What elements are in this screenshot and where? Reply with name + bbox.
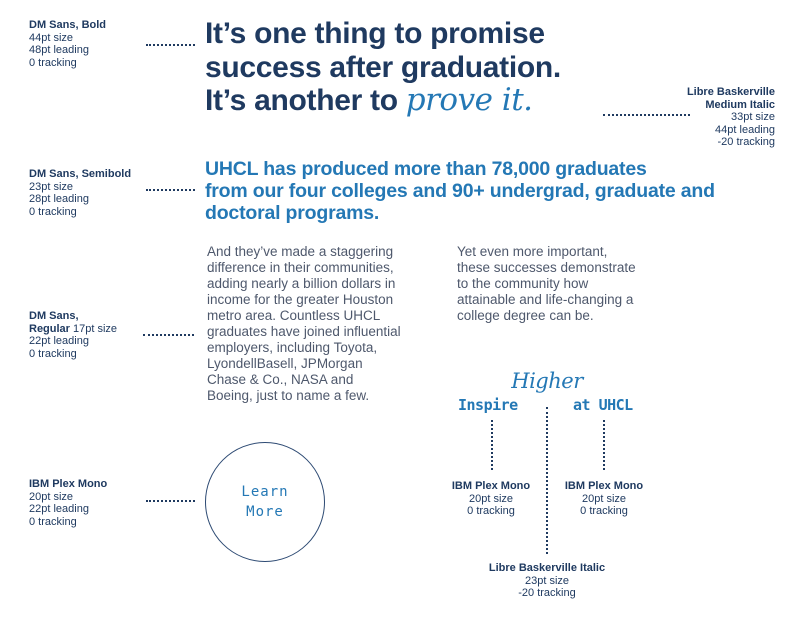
learn-more-label-line-1: Learn	[241, 484, 289, 500]
spec-size: 17pt size	[69, 322, 118, 335]
learn-more-button[interactable]: Learn More	[205, 442, 325, 562]
spec-label-subhead-font: DM Sans, Semibold 23pt size 28pt leading…	[29, 168, 131, 218]
spec-size: 23pt size	[524, 574, 570, 587]
spec-leading: 48pt leading	[29, 44, 89, 56]
spec-leading: 22pt leading	[29, 503, 89, 515]
dotted-connector-subhead	[146, 189, 195, 191]
spec-leading: 28pt leading	[29, 193, 89, 205]
spec-size: 20pt size	[581, 492, 627, 505]
body-line: these successes demonstrate	[457, 260, 636, 275]
subhead: UHCL has produced more than 78,000 gradu…	[205, 158, 715, 224]
dotted-connector-higher	[546, 407, 548, 554]
spec-size: 23pt size	[29, 180, 74, 193]
spec-tracking: 0 tracking	[580, 505, 628, 517]
body-line: difference in their communities,	[207, 260, 394, 275]
spec-size: 20pt size	[29, 490, 74, 503]
spec-font-name: IBM Plex Mono	[29, 478, 108, 490]
headline-line-2: success after graduation.	[205, 50, 561, 84]
spec-tracking: 0 tracking	[29, 515, 77, 528]
lockup-word-higher: Higher	[511, 369, 583, 393]
subhead-line: doctoral programs.	[205, 202, 380, 224]
spec-label-body-font: DM Sans, Regular 17pt size 22pt leading …	[29, 310, 117, 360]
subhead-line: from our four colleges and 90+ undergrad…	[205, 180, 715, 202]
lockup-word-inspire: Inspire	[458, 396, 518, 414]
spec-font-name: IBM Plex Mono	[564, 480, 644, 492]
spec-font-weight: Regular	[29, 322, 70, 335]
spec-font-name: DM Sans, Bold	[29, 19, 107, 31]
spec-size: 44pt size	[29, 31, 74, 44]
body-line: employers, including Toyota,	[207, 340, 378, 355]
spec-tracking: -20 tracking	[518, 587, 576, 599]
lockup-word-at-uhcl: at UHCL	[573, 396, 633, 414]
spec-font-name: Libre Baskerville	[686, 86, 775, 98]
spec-font-name: IBM Plex Mono	[451, 480, 531, 492]
body-column-2: Yet even more important, these successes…	[457, 244, 636, 324]
body-line: college degree can be.	[457, 308, 594, 323]
body-line: Chase & Co., NASA and	[207, 372, 354, 387]
headline-line-3: It’s another to prove it.	[205, 82, 561, 118]
spec-font-weight-size: Regular 17pt size	[29, 323, 117, 336]
spec-label-learn-more-font: IBM Plex Mono 20pt size 22pt leading 0 t…	[29, 478, 107, 528]
body-line: Yet even more important,	[457, 244, 608, 259]
subhead-line: UHCL has produced more than 78,000 gradu…	[205, 158, 647, 180]
spec-leading: 22pt leading	[29, 335, 89, 347]
body-line: metro area. Countless UHCL	[207, 308, 381, 323]
body-line: to the community how	[457, 276, 589, 291]
body-line: Boeing, just to name a few.	[207, 388, 370, 403]
body-line: income for the greater Houston	[207, 292, 394, 307]
spec-label-mono-left: IBM Plex Mono 20pt size 0 tracking	[431, 480, 551, 518]
dotted-connector-at-uhcl	[603, 420, 605, 470]
spec-tracking: 0 tracking	[467, 505, 515, 517]
spec-tracking: 0 tracking	[29, 347, 77, 360]
headline-line-3-text: It’s another to	[205, 84, 406, 117]
learn-more-label-line-2: More	[246, 504, 284, 520]
spec-tracking: -20 tracking	[717, 136, 775, 148]
spec-tracking: 0 tracking	[29, 56, 77, 69]
spec-font-name: DM Sans,	[29, 310, 79, 322]
dotted-connector-body	[143, 334, 194, 336]
headline: It’s one thing to promise success after …	[205, 17, 561, 118]
body-line: graduates have joined influential	[207, 324, 401, 339]
body-line: adding nearly a billion dollars in	[207, 276, 396, 291]
spec-label-headline-font: DM Sans, Bold 44pt size 48pt leading 0 t…	[29, 19, 106, 69]
dotted-connector-accent	[603, 114, 690, 116]
headline-line-1: It’s one thing to promise	[205, 17, 545, 50]
spec-tracking: 0 tracking	[29, 205, 77, 218]
dotted-connector-learn-more	[146, 500, 195, 502]
spec-label-accent-italic: Libre Baskerville Italic 23pt size -20 t…	[447, 562, 647, 600]
spec-size: 33pt size	[730, 111, 775, 123]
body-line: And they’ve made a staggering	[207, 244, 394, 259]
body-column-1: And they’ve made a staggering difference…	[207, 244, 401, 404]
spec-size: 20pt size	[468, 492, 514, 505]
body-line: LyondellBasell, JPMorgan	[207, 356, 363, 371]
body-line: attainable and life-changing a	[457, 292, 634, 307]
spec-label-mono-right: IBM Plex Mono 20pt size 0 tracking	[544, 480, 664, 518]
spec-font-name: DM Sans, Semibold	[29, 168, 132, 180]
dotted-connector-headline	[146, 44, 195, 46]
spec-leading: 44pt leading	[715, 123, 775, 136]
spec-label-accent-font: Libre Baskerville Medium Italic 33pt siz…	[687, 86, 775, 149]
spec-font-name: Libre Baskerville Italic	[488, 562, 606, 574]
dotted-connector-inspire	[491, 420, 493, 470]
headline-accent-serif: prove it.	[405, 82, 533, 118]
spec-font-style: Medium Italic	[705, 98, 775, 111]
